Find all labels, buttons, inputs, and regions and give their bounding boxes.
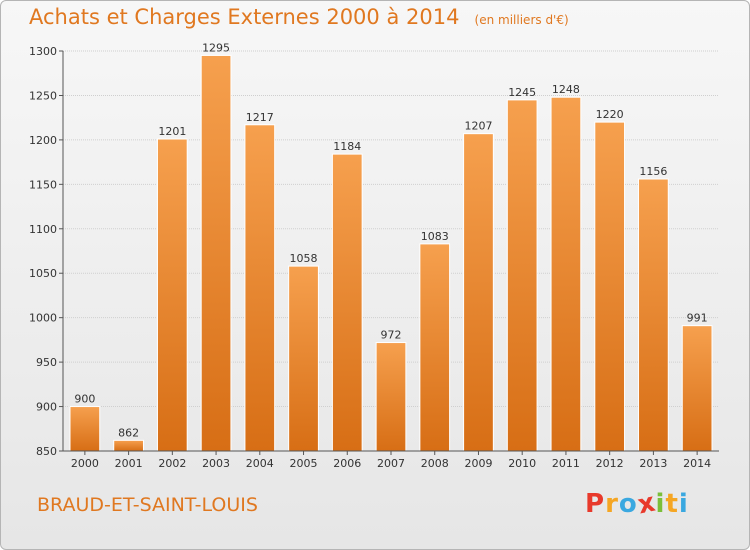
y-tick-label: 1150 <box>29 178 57 191</box>
y-tick-label: 1050 <box>29 267 57 280</box>
bar-2011 <box>550 96 582 452</box>
data-label-2001: 862 <box>118 426 139 439</box>
logo-letter: t <box>665 489 679 519</box>
data-label-2002: 1201 <box>158 125 186 138</box>
x-tick-label-2001: 2001 <box>115 457 143 470</box>
bar-2014 <box>681 325 713 452</box>
data-label-2003: 1295 <box>202 41 230 54</box>
y-tick-label: 1000 <box>29 312 57 325</box>
bar-2013 <box>638 178 669 452</box>
bar-2005 <box>288 265 319 452</box>
data-label-2005: 1058 <box>290 252 318 265</box>
y-tick-label: 850 <box>36 445 57 458</box>
logo-letter: r <box>605 489 619 519</box>
bar-2001 <box>113 439 144 452</box>
bar-2012 <box>594 121 626 452</box>
x-tick-label-2014: 2014 <box>683 457 711 470</box>
proxiti-logo[interactable]: Proxiti <box>585 487 689 520</box>
y-tick-label: 1100 <box>29 223 57 236</box>
place-name: BRAUD-ET-SAINT-LOUIS <box>37 494 258 516</box>
data-label-2007: 972 <box>381 329 402 342</box>
logo-letter: i <box>655 489 666 519</box>
bar-2002 <box>156 138 188 452</box>
data-label-2009: 1207 <box>464 120 492 133</box>
data-label-2004: 1217 <box>246 111 274 124</box>
title-row: Achats et Charges Externes 2000 à 2014 (… <box>29 5 569 29</box>
x-tick-label-2004: 2004 <box>246 457 274 470</box>
bar-2006 <box>331 153 363 452</box>
x-tick-label-2005: 2005 <box>290 457 318 470</box>
x-tick-label-2009: 2009 <box>464 457 492 470</box>
data-label-2010: 1245 <box>508 86 536 99</box>
data-label-2000: 900 <box>74 393 95 406</box>
y-tick-label: 900 <box>36 401 57 414</box>
chart-title: Achats et Charges Externes 2000 à 2014 <box>29 5 460 29</box>
logo-letter: o <box>618 489 638 519</box>
data-label-2012: 1220 <box>596 108 624 121</box>
bar-2009 <box>463 133 494 452</box>
data-label-2014: 991 <box>687 312 708 325</box>
bar-2000 <box>69 406 101 452</box>
x-tick-label-2007: 2007 <box>377 457 405 470</box>
y-tick-label: 1300 <box>29 45 57 58</box>
data-label-2013: 1156 <box>639 165 667 178</box>
data-label-2011: 1248 <box>552 83 580 96</box>
x-tick-label-2010: 2010 <box>508 457 536 470</box>
x-tick-label-2003: 2003 <box>202 457 230 470</box>
y-tick-label: 950 <box>36 356 57 369</box>
x-tick-label-2011: 2011 <box>552 457 580 470</box>
data-label-2008: 1083 <box>421 230 449 243</box>
bar-2007 <box>375 342 407 452</box>
y-tick-label: 1200 <box>29 134 57 147</box>
x-tick-label-2002: 2002 <box>158 457 186 470</box>
bar-layer: 900 862 1201 1295 1217 1058 1184 972 1083 1207 124… <box>69 41 713 452</box>
x-tick-label-2013: 2013 <box>639 457 667 470</box>
data-label-2006: 1184 <box>333 140 361 153</box>
x-tick-label-2006: 2006 <box>333 457 361 470</box>
bar-2010 <box>506 99 538 452</box>
bar-2004 <box>244 124 276 452</box>
x-tick-label-2000: 2000 <box>71 457 99 470</box>
bar-2008 <box>419 243 451 452</box>
axis-layer: 850 900 950 1000 1050 1100 1150 1200 1250 1300 200… <box>29 45 719 470</box>
bar-2003 <box>200 54 232 452</box>
chart-subtitle: (en milliers d'€) <box>474 13 569 27</box>
y-tick-label: 1250 <box>29 89 57 102</box>
logo-letter: i <box>678 489 689 519</box>
x-tick-label-2012: 2012 <box>596 457 624 470</box>
logo-letter: P <box>585 489 606 519</box>
x-tick-label-2008: 2008 <box>421 457 449 470</box>
